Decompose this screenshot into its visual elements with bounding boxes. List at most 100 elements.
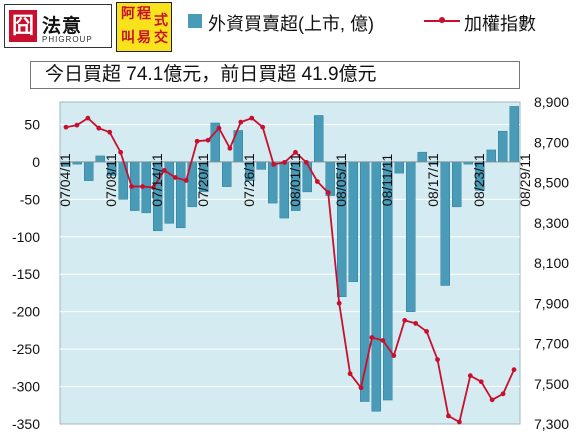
x-tick-label: 08/23/11 xyxy=(471,153,487,207)
index-point xyxy=(194,138,200,144)
x-tick-label: 08/11/11 xyxy=(379,154,395,207)
y-right-tick-label: 8,500 xyxy=(534,175,569,191)
index-point xyxy=(314,179,320,184)
x-tick-label: 08/05/11 xyxy=(333,153,349,207)
index-point xyxy=(467,373,473,379)
program-char: 式 xyxy=(154,12,168,28)
bar xyxy=(440,161,450,286)
line-legend-label: 加權指數 xyxy=(464,14,536,34)
index-point xyxy=(183,178,189,183)
y-left-tick-label: -50 xyxy=(20,191,40,207)
index-point xyxy=(151,185,156,190)
index-point xyxy=(227,145,233,151)
index-point xyxy=(63,124,69,130)
y-left-tick-label: -200 xyxy=(12,304,40,320)
index-point xyxy=(129,184,134,189)
x-tick-label: 08/29/11 xyxy=(517,153,533,207)
index-point xyxy=(435,357,440,362)
index-point xyxy=(303,159,309,165)
index-point xyxy=(74,122,80,128)
bar xyxy=(452,161,462,208)
index-point xyxy=(456,419,462,425)
index-point xyxy=(402,317,408,323)
index-point xyxy=(358,385,364,391)
program-char: 程 xyxy=(137,5,151,21)
index-point xyxy=(511,367,517,373)
index-point xyxy=(216,125,222,131)
index-point xyxy=(107,129,113,135)
index-point xyxy=(391,353,397,358)
index-point xyxy=(380,338,386,343)
x-tick-label: 07/26/11 xyxy=(241,153,257,207)
bar xyxy=(498,130,508,163)
bar xyxy=(268,161,278,204)
y-right-tick-label: 8,100 xyxy=(534,255,569,271)
program-trading-logo: 阿 程 式 叫 易 交 xyxy=(116,2,172,52)
index-point xyxy=(118,149,124,155)
index-point xyxy=(424,329,429,334)
y-right-tick-label: 8,700 xyxy=(534,134,569,150)
plot-area xyxy=(59,101,521,425)
y-left-tick-label: -250 xyxy=(12,341,40,357)
y-right-tick-label: 8,900 xyxy=(534,94,569,110)
index-point xyxy=(238,119,244,125)
index-point xyxy=(161,168,167,173)
brand-sub: PHIGROUP xyxy=(42,35,93,44)
x-tick-label: 07/04/11 xyxy=(57,153,73,207)
bar-legend-swatch xyxy=(188,14,202,28)
index-point xyxy=(205,137,211,143)
x-tick-label: 07/14/11 xyxy=(149,153,165,207)
index-point xyxy=(172,175,178,180)
program-char: 叫 xyxy=(121,29,135,45)
index-point xyxy=(96,125,102,131)
bar xyxy=(394,161,404,174)
brand-name: 法意 xyxy=(42,16,83,37)
y-right-tick-label: 7,300 xyxy=(534,416,569,432)
index-point xyxy=(140,184,145,189)
y-right-tick-label: 7,700 xyxy=(534,336,569,352)
y-right-tick-label: 8,300 xyxy=(534,215,569,231)
index-point xyxy=(446,413,451,419)
index-point xyxy=(260,124,266,130)
bar xyxy=(84,161,94,181)
y-right-tick-label: 7,900 xyxy=(534,295,569,311)
x-tick-label: 08/17/11 xyxy=(425,153,441,207)
net-buy-annotation: 今日買超 74.1億元，前日買超 41.9億元 xyxy=(30,61,520,89)
index-point xyxy=(347,371,353,377)
program-char: 交 xyxy=(154,29,168,45)
index-point xyxy=(500,391,506,397)
index-point xyxy=(369,335,375,340)
index-point xyxy=(325,190,331,195)
index-point xyxy=(249,115,255,121)
program-char: 易 xyxy=(137,29,151,45)
index-point xyxy=(85,115,91,121)
bar xyxy=(360,161,370,402)
y-left-tick-label: -300 xyxy=(12,379,40,395)
bar xyxy=(486,149,496,163)
bar-legend-label: 外資買賣超(上市, 億) xyxy=(208,14,374,34)
index-point xyxy=(293,149,298,155)
y-right-tick-label: 7,500 xyxy=(534,376,569,392)
y-left-tick-label: -100 xyxy=(12,229,40,245)
bar xyxy=(302,161,312,193)
bar xyxy=(348,161,358,282)
y-left-tick-label: -150 xyxy=(12,266,40,282)
index-point xyxy=(271,161,277,167)
bar xyxy=(256,161,266,170)
index-point xyxy=(413,320,419,326)
bar xyxy=(406,161,416,312)
x-tick-label: 07/20/11 xyxy=(195,153,211,207)
x-tick-label: 08/01/11 xyxy=(287,153,303,207)
index-point xyxy=(478,379,484,385)
index-point xyxy=(336,300,342,306)
bar xyxy=(314,115,324,163)
y-left-tick-label: -350 xyxy=(12,416,40,432)
y-left-tick-label: 50 xyxy=(24,116,40,132)
line-legend-marker xyxy=(439,17,445,23)
brand-mark-icon: 囧 xyxy=(9,10,37,42)
program-char: 阿 xyxy=(121,5,135,21)
y-left-tick-label: 0 xyxy=(32,154,40,170)
x-tick-label: 07/08/11 xyxy=(103,153,119,207)
bar xyxy=(176,161,186,229)
